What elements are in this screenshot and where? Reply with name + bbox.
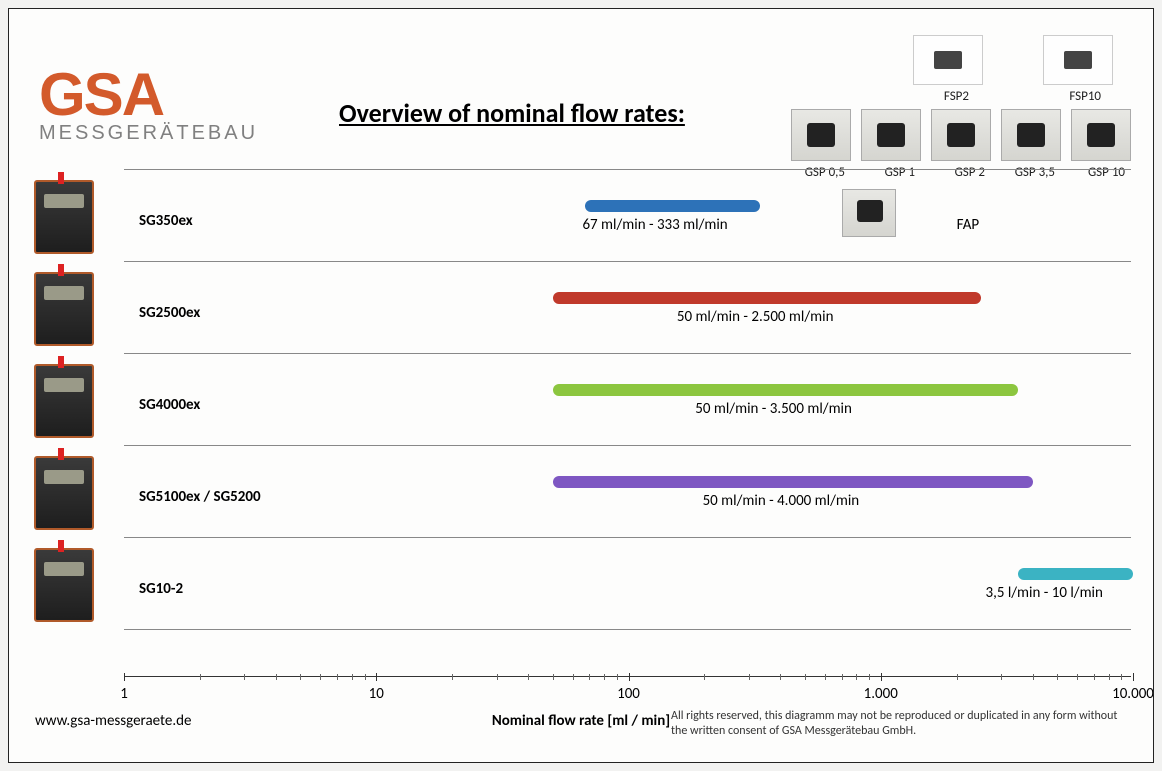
axis-tick [1133,673,1134,681]
brand-subtitle: MESSGERÄTEBAU [39,122,258,145]
axis-tick-label: 1.000 [864,685,898,703]
range-bar [553,292,982,304]
x-axis: 1101001.00010.000 [124,676,1131,677]
device-label: SG10-2 [139,580,183,598]
brand-name: GSA [39,69,258,120]
chart-title: Overview of nominal flow rates: [339,97,685,129]
axis-tick-label: 1 [120,685,128,703]
sampling-head-thumbnail [913,35,983,85]
device-thumbnail [34,456,94,530]
device-thumbnail [34,180,94,254]
device-label: SG350ex [139,212,193,230]
axis-tick-label: 10 [369,685,384,703]
axis-tick [376,673,377,681]
range-label: 50 ml/min - 2.500 ml/min [677,308,834,326]
device-thumbnail [34,272,94,346]
range-label: 67 ml/min - 333 ml/min [582,216,727,234]
axis-tick [629,673,630,681]
range-label: 50 ml/min - 4.000 ml/min [703,492,860,510]
device-label: SG4000ex [139,396,200,414]
fap-thumbnail [842,189,896,237]
flow-rate-chart: SG350ex 67 ml/min - 333 ml/min FAP SG2500ex… [124,169,1131,677]
axis-tick [124,673,125,681]
chart-row: SG10-2 3,5 l/min - 10 l/min [124,537,1131,629]
sampling-head-thumbnail [931,109,991,161]
chart-row: SG2500ex 50 ml/min - 2.500 ml/min [124,261,1131,353]
diagram-sheet: { "brand": { "name": "GSA", "sub": "MESS… [8,8,1154,763]
chart-row: SG5100ex / SG5200 50 ml/min - 4.000 ml/mi… [124,445,1131,537]
range-bar [1018,568,1133,580]
device-label: SG5100ex / SG5200 [139,488,261,506]
sampling-head-thumbnail [1071,109,1131,161]
axis-tick [881,673,882,681]
chart-row: SG4000ex 50 ml/min - 3.500 ml/min [124,353,1131,445]
device-thumbnail [34,548,94,622]
axis-tick-label: 10.000 [1112,685,1154,703]
axis-tick-label: 100 [617,685,640,703]
range-label: 3,5 l/min - 10 l/min [985,584,1102,602]
sampling-head-label: FSP2 [944,89,969,104]
range-bar [553,384,1018,396]
sampling-head-thumbnail [861,109,921,161]
chart-row: SG350ex 67 ml/min - 333 ml/min FAP [124,169,1131,261]
sampling-head-thumbnail [1001,109,1061,161]
range-bar [553,476,1033,488]
device-label: SG2500ex [139,304,200,322]
extra-label: FAP [957,216,979,234]
footer-copyright: All rights reserved, this diagramm may n… [671,709,1131,740]
sampling-head-thumbnail [1043,35,1113,85]
brand-logo: GSA MESSGERÄTEBAU [39,69,258,145]
range-label: 50 ml/min - 3.500 ml/min [695,400,852,418]
footer-url: www.gsa-messgeraete.de [35,712,192,730]
sampling-head-thumbnail [791,109,851,161]
range-bar [585,200,761,212]
sampling-head-label: FSP10 [1069,89,1101,104]
device-thumbnail [34,364,94,438]
